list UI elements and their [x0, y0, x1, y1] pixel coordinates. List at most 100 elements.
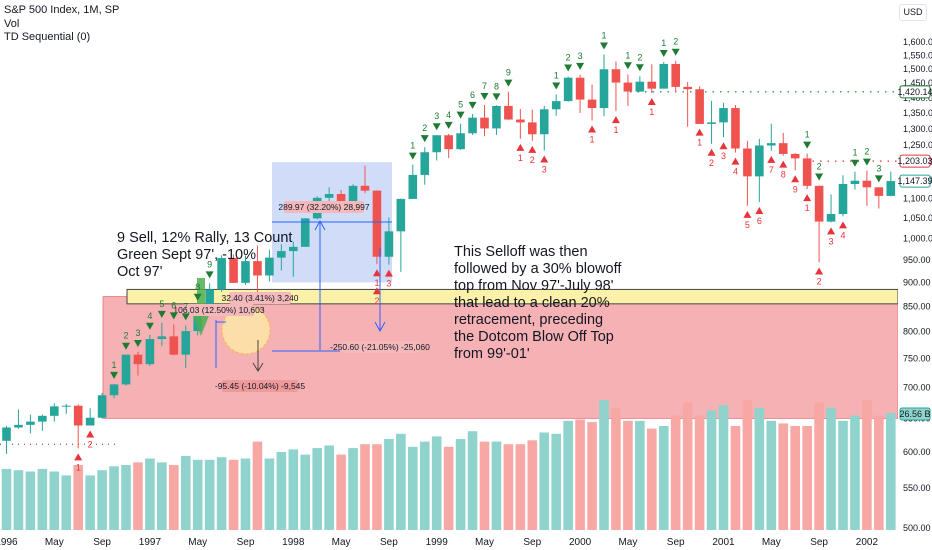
td-count-label: 7: [769, 165, 774, 175]
left-annotation: 9 Sell, 12% Rally, 13 Count Green Sept 9…: [117, 230, 292, 281]
price-tags: 1,420.14 1,203.03 1,147.39 26.56 B: [897, 85, 932, 421]
td-buy-marker: [731, 157, 740, 165]
td-count-label: 4: [840, 230, 845, 240]
candle-body: [38, 415, 47, 422]
candle-body: [480, 117, 489, 129]
volume-bar: [336, 454, 346, 530]
currency-button[interactable]: USD: [899, 4, 927, 21]
right-annotation-line: top from Nov 97'-July 98': [454, 278, 614, 294]
td-count-label: 1: [805, 203, 810, 213]
td-buy-marker: [695, 128, 704, 136]
volume-indicator-label[interactable]: Vol: [4, 18, 20, 30]
candle-body: [623, 82, 633, 92]
zones-layer: [102, 162, 899, 419]
td-count-label: 2: [709, 158, 714, 168]
volume-bar: [718, 405, 729, 530]
right-annotation: This Selloff was then followed by a 30% …: [454, 244, 621, 363]
price-tick-label: 1,250.00: [903, 140, 932, 150]
green-level-tag: 1,420.14: [897, 87, 932, 97]
candle-body: [396, 198, 406, 232]
measure-layer: 106.03 (12.50%) 10,603 32.40 (3.41%) 3,24…: [173, 201, 430, 392]
volume-bar: [826, 407, 836, 530]
candles-layer: [2, 54, 896, 454]
td-sell-marker: [110, 371, 119, 379]
td-count-label: 4: [147, 311, 152, 321]
td-count-label: 1: [805, 130, 810, 140]
td-sell-marker: [468, 101, 477, 109]
td-count-label: 2: [422, 123, 427, 133]
td-buy-marker: [86, 430, 95, 438]
right-annotation-line: the Dotcom Blow Off Top: [454, 329, 614, 345]
td-count-label: 2: [637, 52, 642, 62]
candle-body: [683, 86, 692, 90]
candle-body: [121, 354, 131, 385]
td-count-label: 8: [494, 81, 499, 91]
time-tick-label: May: [45, 537, 64, 548]
td-count-label: 9: [793, 184, 798, 194]
price-tick-label: 1,500.00: [903, 64, 932, 74]
candle-body: [778, 143, 788, 154]
td-buy-marker: [767, 155, 776, 163]
td-count-label: 1: [649, 107, 654, 117]
drop-2-label-box: [340, 341, 420, 353]
td-count-label: 1: [374, 278, 379, 288]
price-tick-label: 1,550.00: [903, 50, 932, 60]
candle-body: [874, 187, 884, 196]
price-tick-label: 1,100.00: [903, 194, 932, 204]
candle-body: [300, 218, 310, 247]
candle-body: [551, 101, 561, 110]
volume-bar: [515, 444, 526, 530]
time-tick-label: May: [188, 537, 207, 548]
td-sell-marker: [671, 48, 680, 56]
td-sell-marker: [874, 175, 883, 183]
volume-bar: [169, 465, 179, 530]
td-count-label: 1: [410, 141, 415, 151]
volume-bar: [623, 420, 633, 530]
candle-body: [838, 184, 848, 215]
td-count-label: 7: [183, 301, 188, 311]
candle-body: [492, 105, 501, 129]
candle-body: [587, 99, 597, 109]
time-tick-label: Sep: [667, 537, 685, 548]
volume-bar: [85, 475, 95, 530]
volume-bar: [814, 402, 824, 530]
volume-bar: [790, 426, 800, 530]
volume-layer: [1, 400, 896, 530]
td-buy-marker: [719, 142, 728, 150]
candle-body: [50, 406, 59, 416]
volume-bar: [204, 459, 215, 530]
td-sell-marker: [552, 82, 561, 90]
volume-tag: 26.56 B: [899, 409, 930, 419]
volume-bar: [635, 420, 645, 530]
candle-body: [826, 214, 836, 222]
rally-2-label: 32.40 (3.41%) 3,240: [221, 293, 298, 303]
td-sell-marker: [420, 135, 429, 143]
price-tick-label: 1,450.00: [903, 78, 932, 88]
volume-bar: [491, 441, 502, 530]
candle-body: [420, 152, 430, 175]
candle-body: [886, 181, 896, 196]
td-buy-marker: [815, 267, 824, 275]
candle-body: [456, 133, 465, 150]
volume-bar: [419, 441, 430, 530]
volume-bar: [37, 468, 48, 530]
volume-bar: [324, 445, 334, 530]
right-annotation-line: retracement, preceding: [454, 312, 604, 328]
td-buy-marker: [827, 227, 836, 235]
right-annotation-line: from 99'-01': [454, 346, 530, 362]
td-count-label: 1: [697, 138, 702, 148]
td-buy-marker: [803, 194, 812, 202]
volume-bar: [754, 407, 765, 530]
candle-body: [563, 77, 573, 102]
candle-body: [241, 261, 250, 283]
candle-body: [348, 185, 358, 202]
td-count-label: 8: [195, 282, 200, 292]
td-count-label: 2: [566, 53, 571, 63]
td-sequential-indicator-label[interactable]: TD Sequential (0): [4, 31, 91, 43]
td-buy-marker: [839, 221, 847, 229]
volume-bar: [778, 423, 789, 530]
td-sell-marker: [157, 310, 166, 318]
time-tick-label: Sep: [93, 537, 111, 548]
volume-bar: [228, 459, 239, 530]
